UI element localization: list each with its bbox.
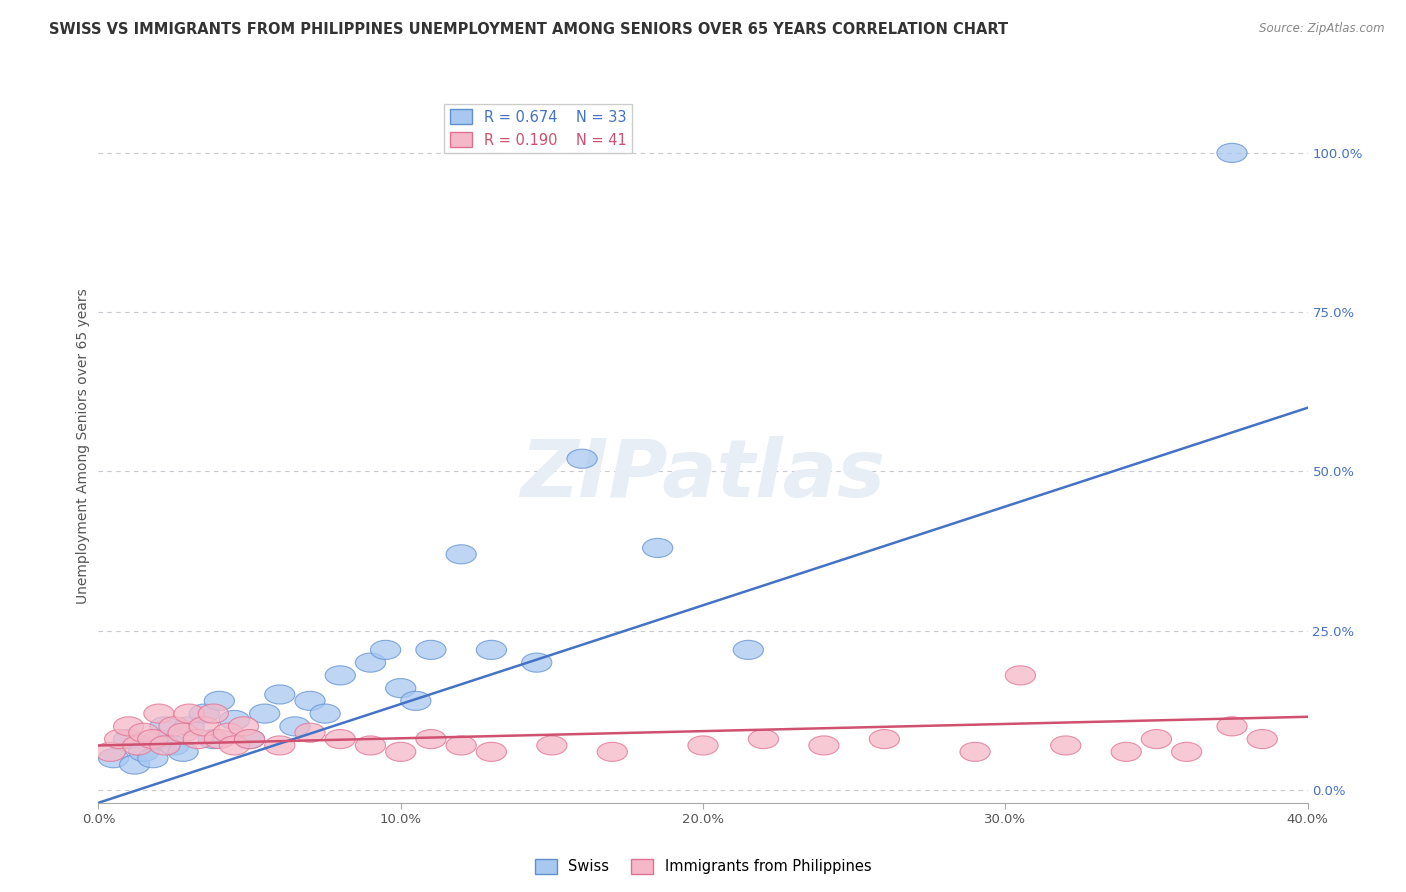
Ellipse shape [198, 704, 228, 723]
Ellipse shape [356, 653, 385, 673]
Ellipse shape [235, 730, 264, 748]
Ellipse shape [167, 742, 198, 762]
Ellipse shape [356, 736, 385, 755]
Ellipse shape [960, 742, 990, 762]
Ellipse shape [401, 691, 432, 710]
Ellipse shape [416, 640, 446, 659]
Ellipse shape [567, 450, 598, 468]
Ellipse shape [446, 545, 477, 564]
Ellipse shape [688, 736, 718, 755]
Ellipse shape [869, 730, 900, 748]
Ellipse shape [114, 730, 143, 748]
Ellipse shape [219, 710, 250, 730]
Legend: R = 0.674    N = 33, R = 0.190    N = 41: R = 0.674 N = 33, R = 0.190 N = 41 [444, 103, 633, 153]
Ellipse shape [1171, 742, 1202, 762]
Ellipse shape [371, 640, 401, 659]
Ellipse shape [167, 723, 198, 742]
Ellipse shape [477, 742, 506, 762]
Ellipse shape [643, 539, 673, 558]
Ellipse shape [748, 730, 779, 748]
Ellipse shape [183, 730, 214, 748]
Ellipse shape [416, 730, 446, 748]
Ellipse shape [264, 685, 295, 704]
Ellipse shape [235, 730, 264, 748]
Y-axis label: Unemployment Among Seniors over 65 years: Unemployment Among Seniors over 65 years [76, 288, 90, 604]
Ellipse shape [522, 653, 551, 673]
Ellipse shape [295, 723, 325, 742]
Ellipse shape [138, 748, 167, 768]
Ellipse shape [190, 717, 219, 736]
Ellipse shape [129, 742, 159, 762]
Ellipse shape [98, 748, 129, 768]
Text: Source: ZipAtlas.com: Source: ZipAtlas.com [1260, 22, 1385, 36]
Ellipse shape [129, 723, 159, 742]
Ellipse shape [150, 736, 180, 755]
Ellipse shape [138, 730, 167, 748]
Ellipse shape [120, 755, 150, 774]
Ellipse shape [280, 717, 311, 736]
Ellipse shape [1218, 717, 1247, 736]
Ellipse shape [174, 704, 204, 723]
Ellipse shape [264, 736, 295, 755]
Ellipse shape [734, 640, 763, 659]
Ellipse shape [143, 704, 174, 723]
Ellipse shape [295, 691, 325, 710]
Ellipse shape [446, 736, 477, 755]
Ellipse shape [104, 730, 135, 748]
Ellipse shape [204, 730, 235, 748]
Ellipse shape [190, 704, 219, 723]
Ellipse shape [385, 679, 416, 698]
Ellipse shape [204, 691, 235, 710]
Ellipse shape [808, 736, 839, 755]
Ellipse shape [1111, 742, 1142, 762]
Ellipse shape [96, 742, 125, 762]
Ellipse shape [325, 730, 356, 748]
Ellipse shape [250, 704, 280, 723]
Ellipse shape [159, 736, 188, 755]
Ellipse shape [122, 736, 153, 755]
Ellipse shape [1142, 730, 1171, 748]
Ellipse shape [198, 730, 228, 748]
Ellipse shape [219, 736, 250, 755]
Ellipse shape [214, 723, 243, 742]
Ellipse shape [228, 717, 259, 736]
Ellipse shape [1218, 144, 1247, 162]
Text: ZIPatlas: ZIPatlas [520, 435, 886, 514]
Ellipse shape [174, 717, 204, 736]
Ellipse shape [477, 640, 506, 659]
Ellipse shape [325, 665, 356, 685]
Ellipse shape [159, 717, 188, 736]
Ellipse shape [143, 730, 174, 748]
Ellipse shape [598, 742, 627, 762]
Ellipse shape [385, 742, 416, 762]
Ellipse shape [150, 717, 180, 736]
Text: SWISS VS IMMIGRANTS FROM PHILIPPINES UNEMPLOYMENT AMONG SENIORS OVER 65 YEARS CO: SWISS VS IMMIGRANTS FROM PHILIPPINES UNE… [49, 22, 1008, 37]
Ellipse shape [311, 704, 340, 723]
Ellipse shape [1005, 665, 1035, 685]
Ellipse shape [114, 717, 143, 736]
Ellipse shape [1247, 730, 1278, 748]
Ellipse shape [537, 736, 567, 755]
Ellipse shape [1050, 736, 1081, 755]
Legend: Swiss, Immigrants from Philippines: Swiss, Immigrants from Philippines [529, 853, 877, 880]
